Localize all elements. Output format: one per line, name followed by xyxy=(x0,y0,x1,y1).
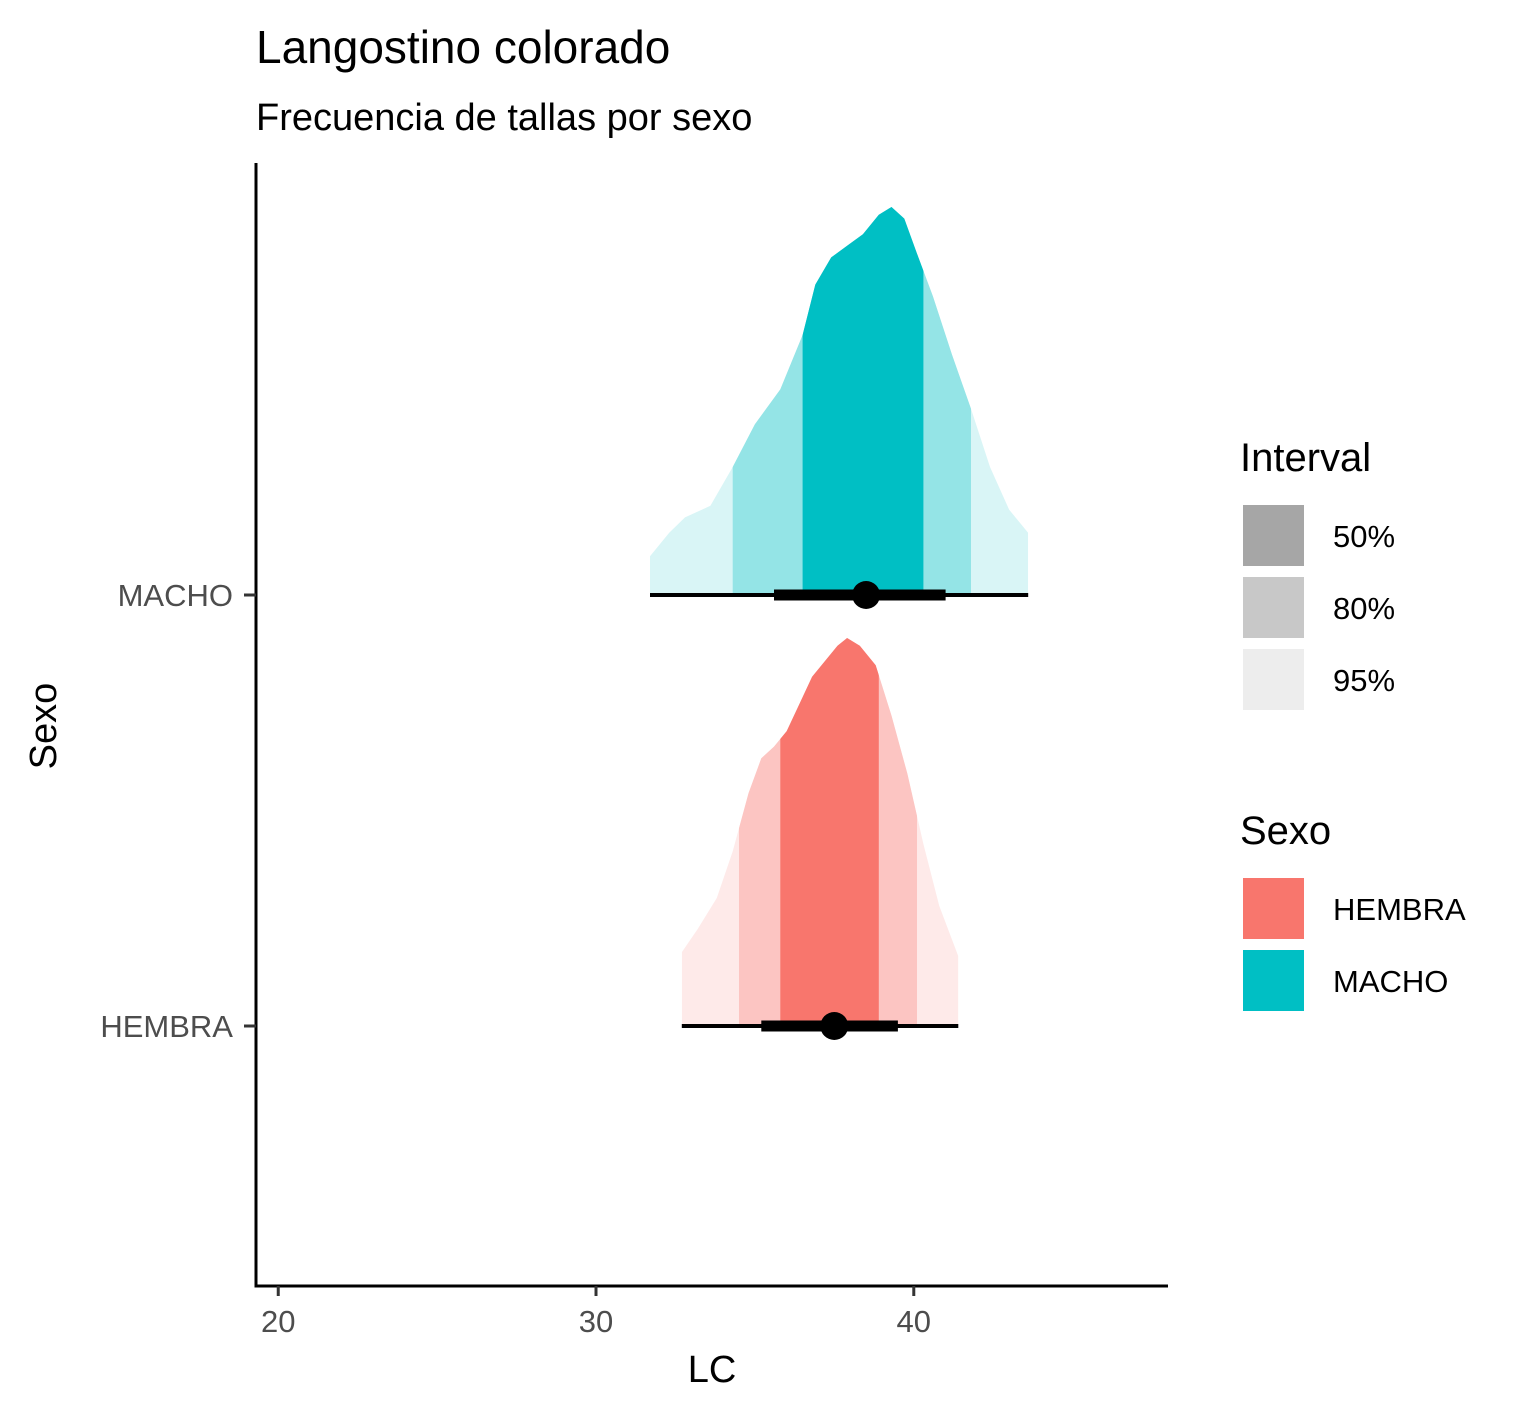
series-macho xyxy=(650,207,1029,609)
legend-interval: Interval 50% 80% 95% xyxy=(1240,436,1395,710)
y-tick-label-hembra: HEMBRA xyxy=(100,1009,233,1044)
legend-interval-label-95: 95% xyxy=(1333,663,1395,698)
x-axis-ticks: 20 30 40 xyxy=(261,1286,931,1339)
chart-subtitle: Frecuencia de tallas por sexo xyxy=(256,97,752,139)
y-tick-label-macho: MACHO xyxy=(118,578,233,613)
legend-sexo-title: Sexo xyxy=(1240,809,1331,853)
x-tick-label-40: 40 xyxy=(897,1304,931,1339)
legend-interval-key-80 xyxy=(1243,577,1304,638)
median-point-hembra xyxy=(820,1012,849,1040)
plot-area xyxy=(650,207,1029,1040)
chart-title: Langostino colorado xyxy=(256,21,670,73)
median-point-macho xyxy=(852,581,881,609)
x-tick-label-20: 20 xyxy=(261,1304,295,1339)
legend-sexo-label-macho: MACHO xyxy=(1333,964,1448,999)
legend-interval-key-95 xyxy=(1243,649,1304,710)
density-band-macho-50 xyxy=(802,207,924,595)
legend-sexo-label-hembra: HEMBRA xyxy=(1333,892,1466,927)
y-axis-ticks: HEMBRA MACHO xyxy=(100,578,256,1044)
y-axis-title: Sexo xyxy=(23,683,65,770)
legend-interval-key-50 xyxy=(1243,505,1304,566)
series-hembra xyxy=(681,638,959,1040)
density-band-hembra-50 xyxy=(780,638,879,1026)
legend-interval-label-80: 80% xyxy=(1333,591,1395,626)
legend-interval-title: Interval xyxy=(1240,436,1371,480)
legend-interval-label-50: 50% xyxy=(1333,519,1395,554)
x-axis-title: LC xyxy=(688,1349,737,1391)
legend-sexo: Sexo HEMBRA MACHO xyxy=(1240,809,1466,1011)
legend-sexo-key-hembra xyxy=(1243,878,1304,939)
legend-sexo-key-macho xyxy=(1243,950,1304,1011)
x-tick-label-30: 30 xyxy=(579,1304,613,1339)
